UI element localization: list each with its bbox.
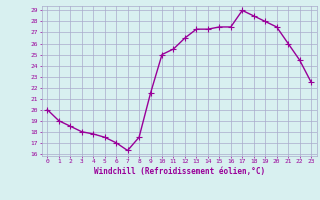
X-axis label: Windchill (Refroidissement éolien,°C): Windchill (Refroidissement éolien,°C) [94, 167, 265, 176]
